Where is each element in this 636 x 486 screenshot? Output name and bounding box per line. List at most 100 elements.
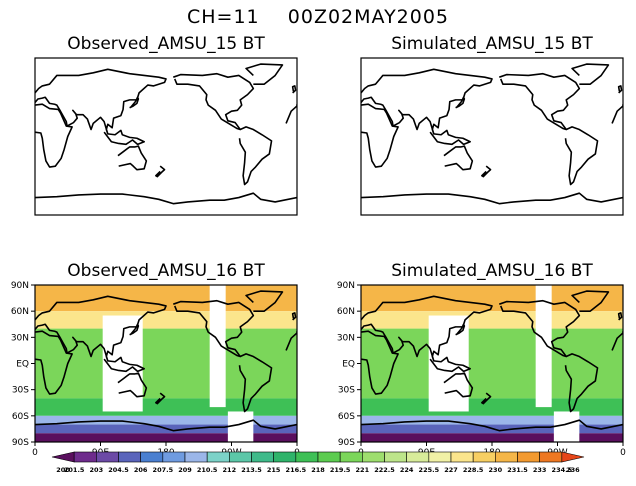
panel-title-simulated-16: Simulated_AMSU_16 BT: [391, 261, 593, 281]
colorbar-label: 219.5: [330, 466, 351, 474]
coastline-south-america: [564, 126, 599, 186]
coastline-africa: [611, 104, 623, 124]
map-panel-2: 90N60N30NEQ30S60S90S090E18090W0: [11, 281, 300, 458]
colorbar-label: 218: [311, 466, 325, 474]
coastline-nz: [481, 392, 492, 405]
colorbar-label: 222.5: [374, 466, 395, 474]
colorbar-label: 221: [356, 466, 370, 474]
colorbar-label: 209: [178, 466, 192, 474]
coastline-antarctica: [361, 192, 623, 205]
colorbar-segment: [362, 451, 385, 463]
bt-zone-6: [361, 433, 623, 442]
colorbar-segment: [428, 451, 452, 463]
bt-zone-3: [35, 398, 297, 416]
colorbar-segment: [251, 451, 274, 463]
colorbar-segment: [140, 451, 164, 463]
panel-title-observed-15: Observed_AMSU_15 BT: [67, 34, 265, 54]
colorbar-segment: [384, 451, 407, 463]
bt-zone-6: [35, 433, 297, 442]
bt-zone-3: [361, 398, 623, 416]
lat-tick-label: 60N: [337, 307, 355, 317]
coastline-africa-east: [35, 103, 73, 168]
colorbar-segment: [295, 451, 319, 463]
map-panel-1: [360, 57, 624, 216]
coastline-africa-east: [35, 330, 73, 395]
coastline-greenland: [245, 290, 284, 312]
lat-tick-label: 60S: [338, 412, 355, 422]
map-panel-0: [34, 57, 298, 216]
bt-zone-1: [361, 311, 623, 329]
swath-gap-1: [535, 285, 552, 408]
page-title: CH=11 00Z02MAY2005: [186, 6, 450, 28]
coastline-north-america: [173, 72, 255, 131]
coastline-japan: [455, 96, 466, 109]
colorbar-label: 231.5: [507, 466, 528, 474]
swath-gap-2: [553, 411, 580, 442]
coastline-uk: [617, 85, 623, 94]
swath-gap-2: [227, 411, 254, 442]
lat-tick-label: 30S: [338, 386, 355, 396]
colorbar-label: 224: [400, 466, 414, 474]
coastline-africa-east: [361, 103, 399, 168]
coastline-antarctica: [35, 419, 297, 432]
coastline-antarctica: [361, 419, 623, 432]
colorbar-segment: [472, 451, 496, 463]
lat-tick-label: 90S: [12, 438, 29, 448]
colorbar-label: 216.5: [286, 466, 307, 474]
colorbar-label: 230: [489, 466, 503, 474]
lat-tick-label: 30N: [11, 333, 29, 343]
coastline-eurasia: [35, 295, 167, 362]
lat-tick-label: 60N: [11, 307, 29, 317]
colorbar-label: 203: [90, 466, 104, 474]
panel-title-simulated-15: Simulated_AMSU_15 BT: [391, 34, 593, 54]
lat-tick-label: 30S: [12, 386, 29, 396]
bt-zone-2: [35, 328, 297, 399]
colorbar-segment: [229, 451, 252, 463]
coastline-south-america: [238, 126, 273, 186]
coastline-australia: [117, 145, 148, 171]
coastline-south-america: [238, 353, 273, 413]
coastline-australia: [117, 372, 148, 398]
lat-tick-label: 90S: [338, 438, 355, 448]
colorbar-label: 210.5: [197, 466, 218, 474]
coastline-greenland: [571, 63, 610, 85]
colorbar-label: 215: [267, 466, 281, 474]
swath-gap-1: [209, 285, 226, 408]
colorbar-segment: [51, 451, 75, 463]
coastline-indonesia: [429, 356, 471, 373]
colorbar-label: 233: [533, 466, 547, 474]
colorbar-segment: [495, 451, 518, 463]
colorbar-label: 200: [56, 466, 70, 474]
bt-zone-1: [35, 311, 297, 329]
colorbar-label: 236: [566, 466, 580, 474]
coastline-indonesia: [103, 129, 145, 146]
lat-tick-label: EQ: [342, 360, 355, 370]
coastline-indonesia: [103, 356, 145, 373]
coastline-greenland: [245, 63, 284, 85]
colorbar-segment: [206, 451, 230, 463]
colorbar-segment: [450, 451, 474, 463]
lat-tick-label: 30N: [337, 333, 355, 343]
colorbar-label: 207.5: [153, 466, 174, 474]
colorbar-segment: [339, 451, 363, 463]
colorbar-label: 201.5: [64, 466, 85, 474]
map-frame: [34, 57, 298, 216]
coastline-nz: [155, 392, 166, 405]
coastline-nz: [155, 165, 166, 178]
coastline-australia: [443, 145, 474, 171]
coastline-greenland: [571, 290, 610, 312]
colorbar-label: 227: [444, 466, 458, 474]
colorbar-label: 225.5: [419, 466, 440, 474]
coastline-nz: [481, 165, 492, 178]
colorbar-segment: [273, 451, 297, 463]
lat-tick-label: 90N: [337, 281, 355, 291]
bt-zone-2: [361, 328, 623, 399]
lat-tick-label: 60S: [12, 412, 29, 422]
coastline-africa: [285, 104, 297, 124]
colorbar-label: 206: [134, 466, 148, 474]
coastline-north-america: [499, 72, 581, 131]
colorbar-label: 234.5: [552, 466, 573, 474]
coastline-uk: [291, 85, 297, 94]
